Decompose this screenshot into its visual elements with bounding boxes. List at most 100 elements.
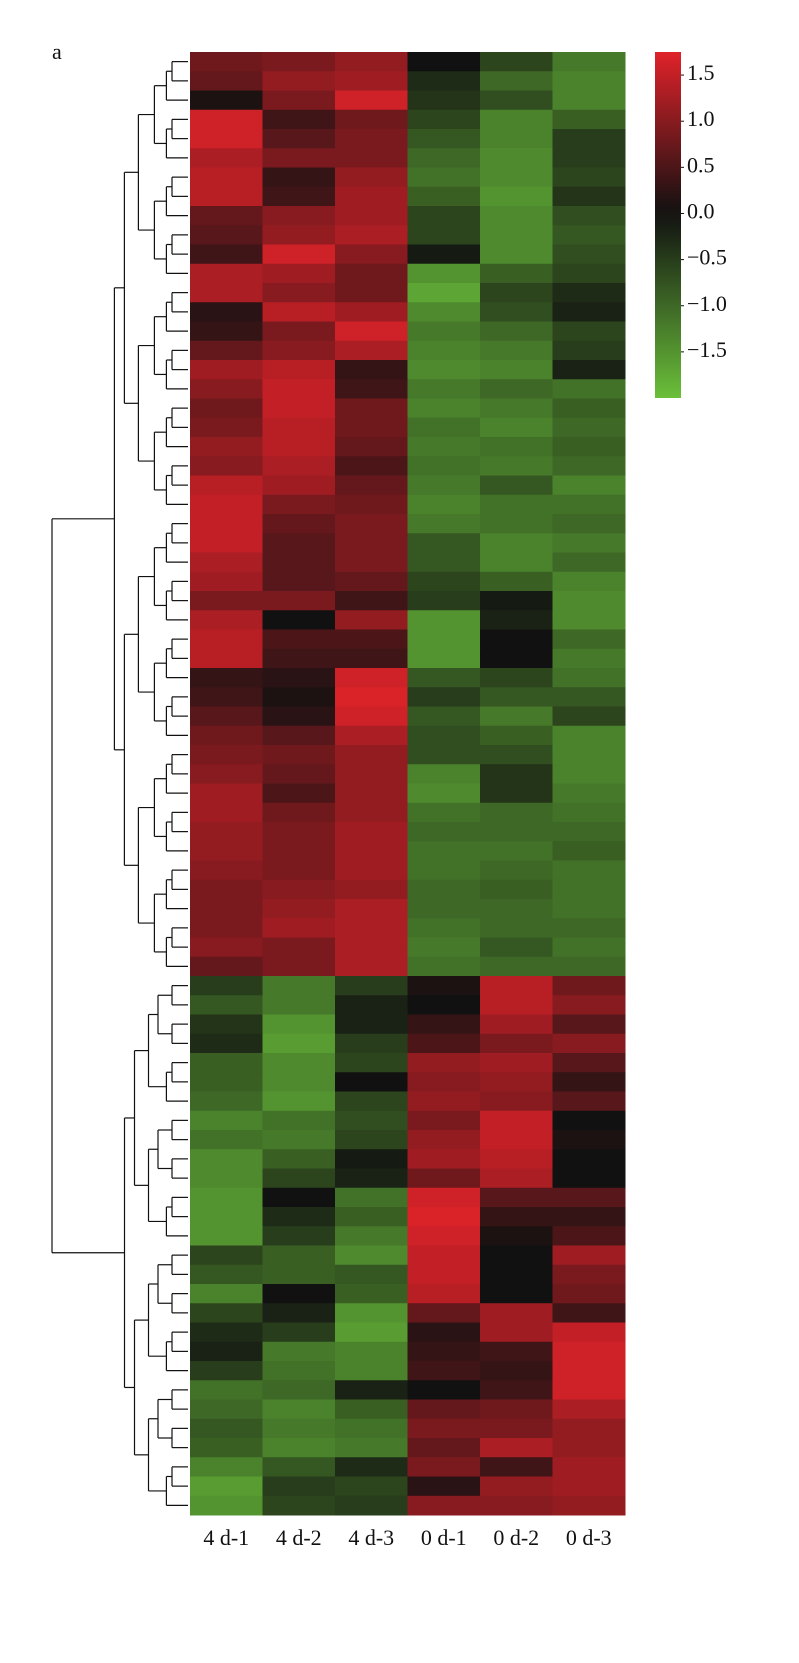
cell [407, 206, 481, 226]
cell [480, 456, 553, 476]
cell [190, 1168, 263, 1189]
cell [190, 398, 263, 419]
cell [335, 802, 408, 823]
cell [262, 841, 336, 861]
cell [407, 514, 481, 534]
cell [480, 1187, 553, 1208]
cell [552, 648, 626, 669]
cell [190, 571, 263, 592]
cell [552, 475, 626, 496]
cell [552, 1110, 626, 1131]
x-tick-label: 0 d-3 [566, 1525, 612, 1550]
cell [480, 1284, 553, 1304]
cell [335, 90, 408, 111]
cell [407, 1168, 481, 1189]
cell [335, 1091, 408, 1112]
cell [262, 899, 336, 919]
cell [552, 514, 626, 534]
cell [335, 1053, 408, 1073]
x-tick-label: 0 d-1 [421, 1525, 467, 1550]
x-tick-label: 4 d-2 [276, 1525, 322, 1550]
cell [407, 398, 481, 419]
cell [262, 879, 336, 900]
cell [262, 860, 336, 881]
cell [480, 1130, 553, 1150]
cell [407, 494, 481, 515]
cell [262, 802, 336, 823]
cell [262, 1303, 336, 1323]
cell [190, 340, 263, 361]
cell [552, 283, 626, 303]
cell [552, 591, 626, 611]
cell [190, 302, 263, 322]
cell [480, 514, 553, 534]
cell [552, 687, 626, 707]
cell [407, 725, 481, 746]
cell [262, 379, 336, 399]
cell [190, 764, 263, 784]
cell [552, 1322, 626, 1343]
cell [407, 1399, 481, 1420]
cell [407, 1380, 481, 1400]
cell [480, 1091, 553, 1112]
cell [262, 764, 336, 784]
cell [480, 321, 553, 342]
cell [335, 995, 408, 1015]
cell [480, 783, 553, 804]
cell [190, 1014, 263, 1035]
cell [480, 533, 553, 553]
cell [262, 302, 336, 322]
cell [262, 263, 336, 284]
cell [407, 1361, 481, 1381]
cell [480, 244, 553, 265]
cell [262, 1284, 336, 1304]
cell [335, 1418, 408, 1439]
cell [190, 1245, 263, 1266]
cell [552, 668, 626, 688]
cell [190, 918, 263, 938]
cell [335, 456, 408, 476]
cell [262, 514, 336, 534]
cell [190, 283, 263, 303]
cell [480, 725, 553, 746]
cell [552, 263, 626, 284]
cell [480, 302, 553, 322]
cell [480, 1361, 553, 1381]
cell [335, 1399, 408, 1420]
cell [335, 302, 408, 322]
cell [262, 1187, 336, 1208]
cell [190, 533, 263, 553]
cell [335, 725, 408, 746]
cell [335, 225, 408, 245]
panel-label: a [52, 39, 62, 64]
cell [190, 1130, 263, 1150]
cell [552, 764, 626, 784]
cell [552, 783, 626, 804]
cell [480, 1072, 553, 1092]
cell [480, 629, 553, 650]
cell [335, 1168, 408, 1189]
cell [480, 379, 553, 399]
cell [552, 976, 626, 996]
cell [480, 822, 553, 842]
cell [480, 263, 553, 284]
cell [335, 514, 408, 534]
cell [262, 783, 336, 804]
cell [407, 1495, 481, 1516]
colorbar-tick-label: 1.5 [687, 60, 715, 85]
cell [407, 244, 481, 265]
cell [480, 668, 553, 688]
cell [407, 1149, 481, 1169]
cell [335, 783, 408, 804]
cell [190, 437, 263, 457]
cell [190, 976, 263, 996]
cell [262, 360, 336, 380]
cell [480, 956, 553, 977]
cell [480, 1014, 553, 1035]
cell [407, 1322, 481, 1343]
cell [262, 1207, 336, 1227]
cell [190, 591, 263, 611]
cell [262, 129, 336, 149]
cell [262, 1361, 336, 1381]
